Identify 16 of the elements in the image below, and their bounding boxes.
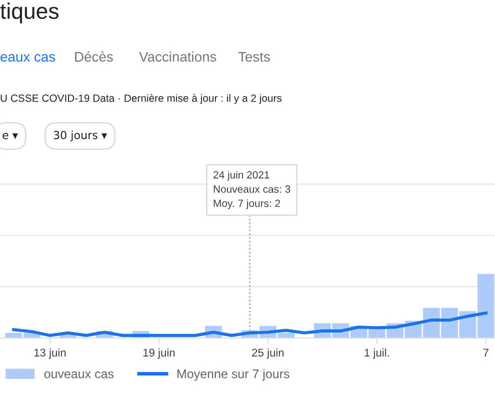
text: 24 juin 2021 Nouveaux cas: 3 Moy. 7 jours: 2 [214,170,290,210]
text: Vaccinations [139,52,216,62]
text: eaux cas [0,54,56,62]
x-tick-label: 7 [483,348,488,356]
x-tick-label: 19 juin [143,348,175,359]
text: 30 jours ▾ [54,130,108,142]
x-tick-label: 25 juin [252,348,284,359]
legend-label: ouveaux cas [44,371,114,378]
x-tick-label: 1 juil. [364,348,389,359]
x-tick-label: 13 juin [34,348,66,359]
legend-label: Moyenne sur 7 jours [178,369,290,381]
text: Tests [238,52,270,62]
text: Décès [75,51,113,62]
text: e ▾ [2,132,18,140]
chart-title: tiques [0,2,58,24]
text: U CSSE COVID-19 Data · Dernière mise à jour : il y a 2 jours [0,94,282,104]
